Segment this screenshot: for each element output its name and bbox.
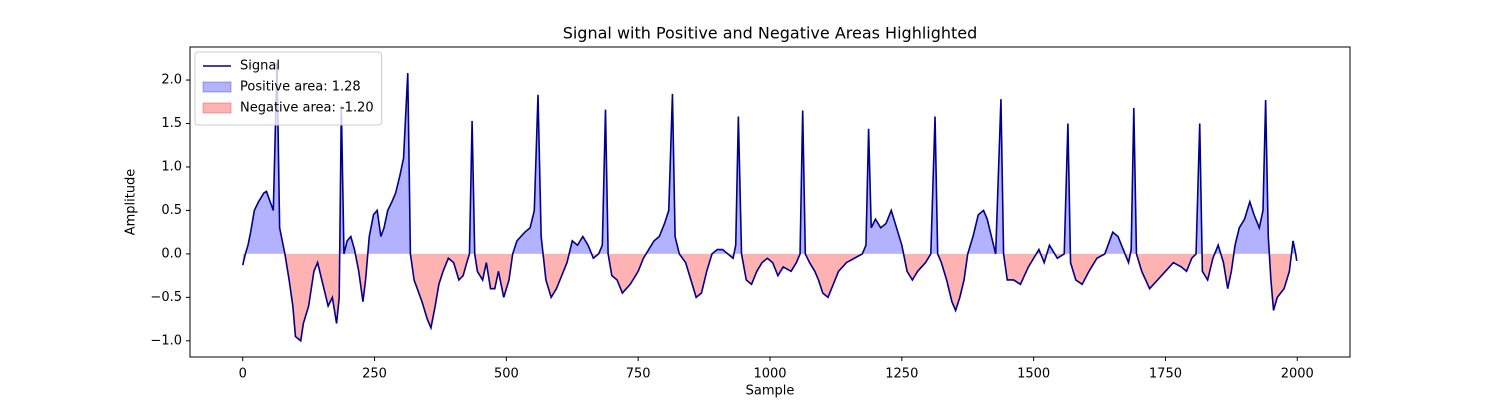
x-tick-label: 0 (239, 367, 247, 382)
x-tick-label: 500 (494, 367, 519, 382)
legend-patch (202, 102, 232, 114)
legend-label: Signal (240, 59, 280, 74)
x-tick-label: 250 (362, 367, 387, 382)
x-tick-label: 1250 (885, 367, 918, 382)
chart-title: Signal with Positive and Negative Areas … (563, 24, 978, 43)
y-tick-label: −1.0 (150, 333, 182, 348)
y-axis-label: Amplitude (124, 169, 139, 236)
legend-box (194, 51, 383, 126)
negative-area (242, 253, 1297, 341)
x-tick-label: 2000 (1281, 367, 1314, 382)
y-tick-label: 0.0 (161, 246, 182, 261)
y-tick-label: 1.5 (161, 116, 182, 131)
y-tick-label: −0.5 (150, 290, 182, 305)
x-tick-label: 1000 (753, 367, 786, 382)
y-tick-label: 0.5 (161, 203, 182, 218)
legend-label: Positive area: 1.28 (240, 80, 361, 95)
x-tick-label: 1750 (1149, 367, 1182, 382)
legend-label: Negative area: -1.20 (240, 101, 374, 116)
legend-patch (202, 81, 232, 93)
y-tick-label: 1.0 (161, 159, 182, 174)
x-tick-label: 750 (626, 367, 651, 382)
signal-line (241, 62, 1298, 343)
axes-frame (189, 46, 1351, 358)
x-axis-label: Sample (746, 384, 795, 399)
y-tick-label: 2.0 (161, 73, 182, 88)
x-tick-label: 1500 (1017, 367, 1050, 382)
